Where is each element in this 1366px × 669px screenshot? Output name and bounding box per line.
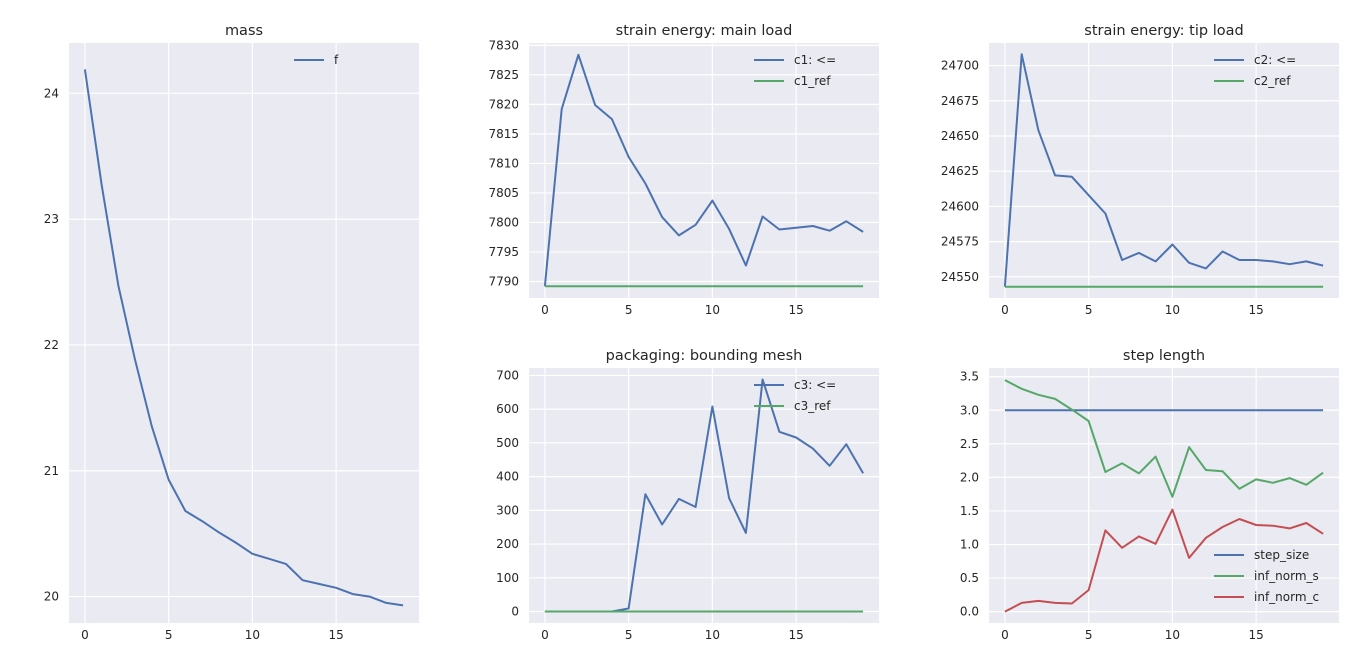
plot-area <box>989 43 1339 298</box>
x-tick-label: 0 <box>541 628 549 642</box>
y-tick-label: 7790 <box>488 274 519 288</box>
x-tick-label: 10 <box>1165 628 1180 642</box>
y-tick-label: 7820 <box>488 97 519 111</box>
x-tick-label: 10 <box>1165 303 1180 317</box>
y-tick-label: 20 <box>44 590 59 604</box>
legend-label: f <box>334 53 339 67</box>
plot-area <box>529 368 879 623</box>
y-tick-label: 100 <box>496 571 519 585</box>
y-tick-label: 7825 <box>488 68 519 82</box>
x-tick-label: 0 <box>1001 303 1009 317</box>
subplot-mass: 0 5 10 15 20 21 22 23 24 mass f <box>44 23 419 642</box>
x-tick-label: 15 <box>1248 628 1263 642</box>
x-tick-label: 10 <box>245 628 260 642</box>
subplot-title: strain energy: tip load <box>1084 23 1243 39</box>
subplot-strain-energy-tip-load: 0 5 10 15 24550 24575 24600 24625 24650 24675 2470… <box>941 23 1339 317</box>
y-tick-label: 7795 <box>488 245 519 259</box>
y-tick-label: 700 <box>496 368 519 382</box>
subplot-title: step length <box>1123 348 1205 364</box>
x-tick-label: 5 <box>1085 303 1093 317</box>
y-tick-label: 24675 <box>941 94 979 108</box>
y-tick-label: 24650 <box>941 129 979 143</box>
y-tick-label: 0.0 <box>960 605 979 619</box>
legend-label: inf_norm_c <box>1254 590 1319 604</box>
y-tick-label: 24575 <box>941 235 979 249</box>
x-tick-label: 0 <box>1001 628 1009 642</box>
y-tick-label: 0.5 <box>960 571 979 585</box>
y-tick-label: 24550 <box>941 270 979 284</box>
y-tick-label: 1.5 <box>960 504 979 518</box>
x-tick-label: 0 <box>541 303 549 317</box>
x-tick-label: 5 <box>625 303 633 317</box>
legend-label: c3_ref <box>794 399 831 413</box>
x-tick-label: 15 <box>788 303 803 317</box>
subplot-title: packaging: bounding mesh <box>606 348 803 364</box>
y-tick-label: 3.0 <box>960 403 979 417</box>
plot-area <box>989 368 1339 623</box>
subplot-packaging-bounding-mesh: 0 5 10 15 0 100 200 300 400 500 600 700 packaging: b… <box>496 348 879 642</box>
legend-label: c1: <= <box>794 53 836 67</box>
y-tick-label: 400 <box>496 470 519 484</box>
y-tick-label: 2.0 <box>960 470 979 484</box>
y-tick-label: 7805 <box>488 186 519 200</box>
y-tick-label: 600 <box>496 402 519 416</box>
x-tick-label: 15 <box>788 628 803 642</box>
plot-area <box>69 43 419 623</box>
y-tick-label: 500 <box>496 436 519 450</box>
y-tick-label: 200 <box>496 537 519 551</box>
y-tick-label: 24 <box>44 86 59 100</box>
legend-label: c2: <= <box>1254 53 1296 67</box>
x-tick-label: 10 <box>705 303 720 317</box>
x-tick-label: 0 <box>81 628 89 642</box>
plot-area <box>529 43 879 298</box>
x-tick-label: 15 <box>328 628 343 642</box>
y-tick-label: 300 <box>496 503 519 517</box>
y-tick-label: 7800 <box>488 215 519 229</box>
x-tick-label: 15 <box>1248 303 1263 317</box>
y-tick-label: 7815 <box>488 127 519 141</box>
subplot-title: mass <box>225 23 263 39</box>
series-line-f <box>83 69 404 607</box>
legend-label: c3: <= <box>794 378 836 392</box>
y-tick-label: 24625 <box>941 164 979 178</box>
legend-label: inf_norm_s <box>1254 569 1319 583</box>
legend-label: c2_ref <box>1254 74 1291 88</box>
series-line-inf-norm-s <box>1004 379 1324 498</box>
subplot-strain-energy-main-load: 0 5 10 15 7790 7795 7800 7805 7810 7815 7820 7825 78… <box>488 23 879 317</box>
subplot-step-length: 0 5 10 15 0.0 0.5 1.0 1.5 2.0 2.5 3.0 3.5 step lengt… <box>960 348 1339 642</box>
x-tick-label: 5 <box>165 628 173 642</box>
series-line-c2 <box>1003 53 1324 287</box>
y-tick-label: 3.5 <box>960 370 979 384</box>
series-line-c1 <box>543 53 864 287</box>
y-tick-label: 22 <box>44 338 59 352</box>
y-tick-label: 21 <box>44 464 59 478</box>
y-tick-label: 23 <box>44 212 59 226</box>
y-tick-label: 1.0 <box>960 537 979 551</box>
legend-label: c1_ref <box>794 74 831 88</box>
y-tick-label: 7810 <box>488 156 519 170</box>
x-tick-label: 10 <box>705 628 720 642</box>
subplot-title: strain energy: main load <box>616 23 793 39</box>
y-tick-label: 24700 <box>941 59 979 73</box>
legend-label: step_size <box>1254 548 1309 562</box>
y-tick-label: 2.5 <box>960 437 979 451</box>
y-tick-label: 0 <box>511 605 519 619</box>
x-tick-label: 5 <box>1085 628 1093 642</box>
x-tick-label: 5 <box>625 628 633 642</box>
y-tick-label: 24600 <box>941 199 979 213</box>
series-line-inf-norm-c <box>1004 508 1324 613</box>
y-tick-label: 7830 <box>488 38 519 52</box>
